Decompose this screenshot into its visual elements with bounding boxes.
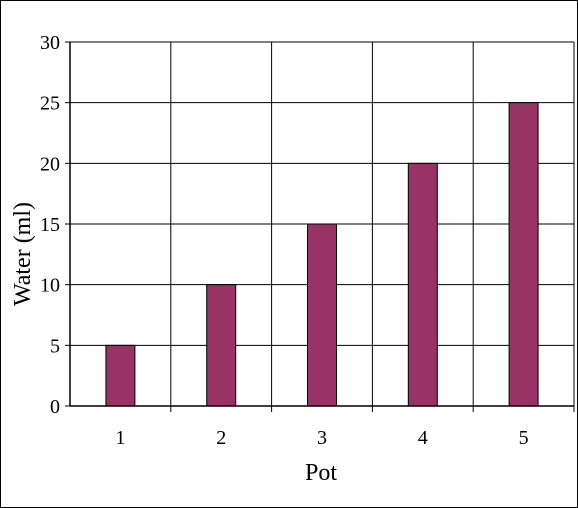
y-axis-title: Water (ml)	[10, 202, 36, 306]
y-tick-label: 30	[40, 32, 60, 54]
bar-pot-1	[105, 344, 136, 407]
x-tick-label: 3	[317, 427, 327, 449]
x-tick-label: 1	[115, 427, 125, 449]
tick-labels: 0 5 10 15 20 25 30 1 2 3 4 5	[40, 32, 529, 449]
x-tick-label: 4	[418, 427, 428, 449]
y-tick-label: 0	[50, 396, 60, 418]
y-tick-label: 20	[40, 153, 60, 175]
y-tick-label: 25	[40, 93, 60, 115]
bars	[105, 102, 539, 407]
bar-pot-3	[307, 223, 337, 407]
bar-pot-4	[407, 162, 438, 407]
axes	[65, 41, 575, 412]
bar-pot-5	[508, 102, 539, 407]
y-tick-label: 15	[40, 214, 60, 236]
y-tick-label: 5	[50, 335, 60, 357]
x-tick-label: 5	[519, 427, 529, 449]
grid-lines	[70, 41, 575, 406]
x-axis-title: Pot	[305, 460, 337, 486]
y-tick-label: 10	[40, 275, 60, 297]
x-tick-label: 2	[216, 427, 226, 449]
bar-pot-2	[206, 284, 237, 407]
